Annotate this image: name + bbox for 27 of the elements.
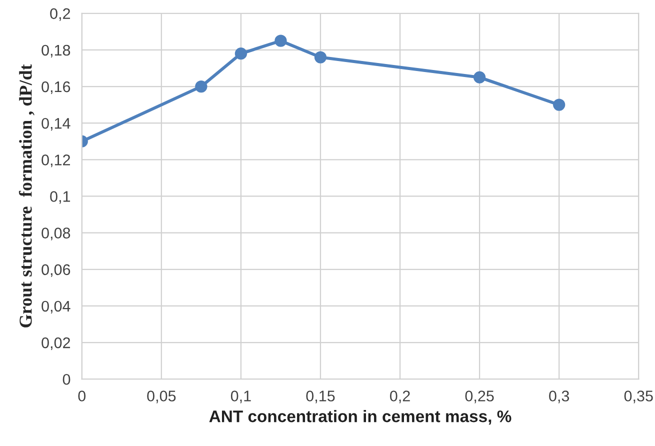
x-tick-label: 0,25 <box>465 390 494 404</box>
point <box>195 80 208 93</box>
x-tick-label: 0,05 <box>147 390 176 404</box>
x-tick-label: 0,3 <box>549 390 570 404</box>
x-tick-label: 0,35 <box>624 390 653 404</box>
x-axis-title: ANT concentration in cement mass, % <box>209 410 512 425</box>
y-tick-label: 0,06 <box>42 264 70 277</box>
y-tick-label: 0,18 <box>42 44 70 58</box>
point <box>234 48 248 60</box>
y-axis-title: Grout structure formation , dP/dt <box>18 64 34 328</box>
y-tick-label: 0,2 <box>50 8 70 21</box>
x-tick-label: 0,2 <box>390 390 410 404</box>
x-tick-label: 0 <box>78 390 86 402</box>
y-tick-label: 0,12 <box>42 154 70 168</box>
point <box>553 98 566 111</box>
y-tick-label: 0,02 <box>42 337 70 350</box>
y-tick-label: 0,08 <box>42 228 70 240</box>
point <box>473 71 486 84</box>
y-tick-label: 0,04 <box>42 300 70 314</box>
point <box>314 51 327 64</box>
y-tick-label: 0,1 <box>50 191 70 204</box>
point <box>274 34 287 47</box>
y-tick-label: 0,14 <box>42 118 70 131</box>
y-tick-label: 0 <box>62 374 70 385</box>
y-tick-label: 0,16 <box>42 81 70 94</box>
x-tick-label: 0,15 <box>306 390 335 404</box>
x-tick-label: 0,1 <box>230 390 251 404</box>
